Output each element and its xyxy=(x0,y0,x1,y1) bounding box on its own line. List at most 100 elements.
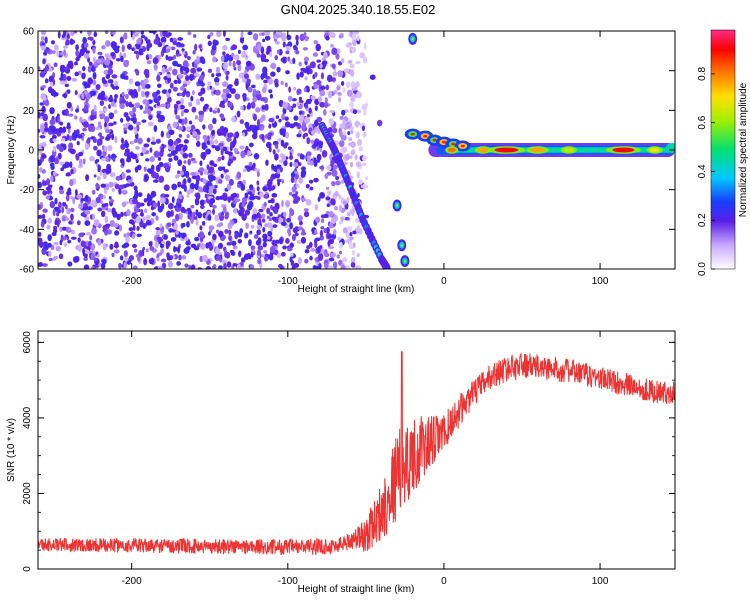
noise-speck xyxy=(96,84,101,90)
noise-speck xyxy=(132,244,137,248)
noise-speck xyxy=(51,40,55,44)
noise-speck xyxy=(285,82,288,87)
noise-speck xyxy=(209,32,213,36)
noise-speck xyxy=(59,240,62,245)
noise-speck xyxy=(63,242,67,247)
noise-speck xyxy=(136,70,140,76)
noise-speck xyxy=(150,195,153,198)
noise-speck xyxy=(239,145,245,149)
noise-speck xyxy=(171,237,177,242)
noise-speck xyxy=(124,142,129,148)
noise-speck xyxy=(262,227,265,232)
noise-speck xyxy=(227,133,233,138)
noise-speck xyxy=(100,171,103,176)
noise-speck xyxy=(87,77,93,84)
noise-speck xyxy=(87,28,92,35)
noise-speck xyxy=(353,109,357,114)
noise-speck xyxy=(144,166,147,172)
noise-speck xyxy=(221,55,225,62)
noise-speck xyxy=(323,109,327,116)
noise-speck xyxy=(273,207,278,214)
noise-speck xyxy=(104,59,110,65)
noise-speck xyxy=(338,194,341,200)
noise-speck xyxy=(346,81,351,88)
noise-speck xyxy=(120,255,124,260)
noise-speck xyxy=(154,99,157,103)
noise-speck xyxy=(215,248,220,253)
noise-speck xyxy=(242,132,245,136)
noise-speck xyxy=(333,261,337,269)
noise-speck xyxy=(302,134,305,139)
noise-speck xyxy=(275,34,281,38)
noise-speck xyxy=(311,130,315,135)
noise-speck xyxy=(177,159,182,166)
noise-speck xyxy=(45,78,49,83)
snr-x-tick-label: -100 xyxy=(278,576,298,587)
noise-speck xyxy=(111,74,117,78)
noise-speck xyxy=(46,195,50,199)
noise-speck xyxy=(196,141,201,147)
noise-speck xyxy=(133,225,136,231)
noise-speck xyxy=(272,185,275,189)
spectrogram-y-tick-label: 60 xyxy=(23,27,35,38)
noise-speck xyxy=(149,54,153,59)
noise-speck xyxy=(69,136,72,142)
noise-speck xyxy=(119,185,124,190)
noise-speck xyxy=(186,189,191,194)
noise-speck xyxy=(87,37,92,41)
noise-speck xyxy=(324,173,328,179)
noise-speck xyxy=(337,92,342,96)
noise-speck xyxy=(245,123,249,129)
noise-speck xyxy=(299,115,303,123)
noise-speck xyxy=(353,242,356,248)
noise-speck xyxy=(270,198,274,203)
noise-speck xyxy=(251,101,256,108)
noise-speck xyxy=(38,147,43,154)
noise-speck xyxy=(340,217,343,222)
noise-speck xyxy=(207,214,211,220)
noise-speck xyxy=(140,212,144,216)
noise-speck xyxy=(58,201,62,208)
noise-speck xyxy=(115,176,121,181)
noise-speck xyxy=(188,102,192,107)
noise-speck xyxy=(214,77,219,83)
noise-speck xyxy=(131,212,137,219)
noise-speck xyxy=(72,132,78,139)
noise-speck xyxy=(253,163,256,169)
noise-speck xyxy=(57,114,60,118)
noise-speck xyxy=(352,47,356,53)
noise-speck xyxy=(88,65,92,72)
noise-speck xyxy=(300,34,305,42)
noise-speck xyxy=(359,146,363,151)
noise-speck xyxy=(359,52,365,58)
noise-speck xyxy=(275,82,279,87)
noise-speck xyxy=(134,51,138,54)
noise-speck xyxy=(229,179,234,186)
noise-speck xyxy=(96,59,101,63)
band-head-hot xyxy=(411,133,415,136)
noise-speck xyxy=(268,89,272,93)
noise-speck xyxy=(273,217,276,221)
noise-speck xyxy=(121,138,124,144)
noise-speck xyxy=(231,193,236,197)
noise-speck xyxy=(126,209,130,216)
spectrogram-y-tick-label: -20 xyxy=(20,185,35,196)
noise-speck xyxy=(46,49,51,53)
isolated-blob-core xyxy=(404,260,406,263)
noise-speck xyxy=(293,115,298,120)
noise-speck xyxy=(302,228,305,235)
noise-speck xyxy=(214,215,219,222)
noise-speck xyxy=(362,132,366,138)
noise-speck xyxy=(88,124,93,132)
noise-speck xyxy=(174,80,178,84)
noise-speck xyxy=(47,234,52,241)
noise-speck xyxy=(135,81,141,86)
noise-speck xyxy=(267,231,272,237)
noise-speck xyxy=(142,99,147,105)
noise-speck xyxy=(313,52,318,57)
noise-speck xyxy=(183,178,186,184)
noise-speck xyxy=(126,76,129,80)
noise-speck xyxy=(316,60,321,63)
band-head-hot xyxy=(423,135,427,138)
noise-speck xyxy=(285,70,290,74)
